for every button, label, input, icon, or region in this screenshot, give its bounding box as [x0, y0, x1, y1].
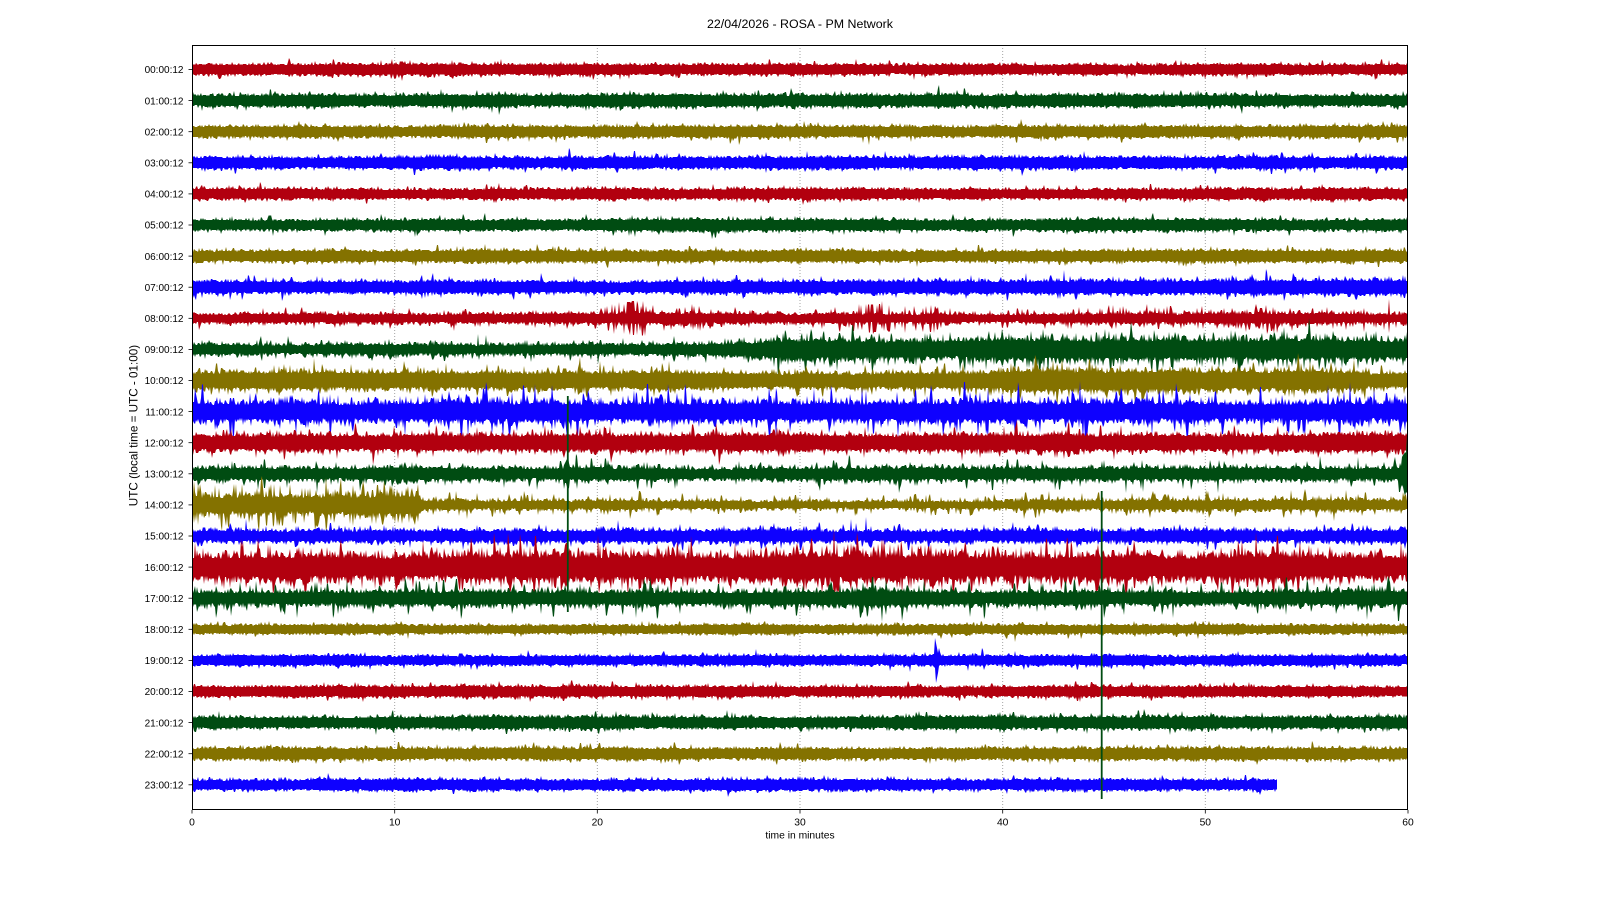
svg-text:01:00:12: 01:00:12 — [145, 96, 184, 107]
svg-text:0: 0 — [189, 818, 195, 829]
svg-text:20:00:12: 20:00:12 — [145, 687, 184, 698]
svg-text:04:00:12: 04:00:12 — [145, 190, 184, 201]
svg-text:11:00:12: 11:00:12 — [145, 407, 184, 418]
svg-text:50: 50 — [1200, 818, 1212, 829]
svg-text:12:00:12: 12:00:12 — [145, 438, 184, 449]
svg-text:13:00:12: 13:00:12 — [145, 470, 184, 481]
svg-text:16:00:12: 16:00:12 — [145, 563, 184, 574]
svg-text:30: 30 — [794, 818, 806, 829]
svg-text:10:00:12: 10:00:12 — [145, 376, 184, 387]
svg-text:03:00:12: 03:00:12 — [145, 159, 184, 170]
svg-text:60: 60 — [1402, 818, 1414, 829]
svg-text:22/04/2026 - ROSA - PM Network: 22/04/2026 - ROSA - PM Network — [707, 17, 894, 31]
svg-text:15:00:12: 15:00:12 — [145, 532, 184, 543]
svg-text:06:00:12: 06:00:12 — [145, 252, 184, 263]
svg-text:08:00:12: 08:00:12 — [145, 314, 184, 325]
svg-text:09:00:12: 09:00:12 — [145, 345, 184, 356]
svg-text:07:00:12: 07:00:12 — [145, 283, 184, 294]
svg-text:UTC (local time = UTC - 01:00): UTC (local time = UTC - 01:00) — [128, 345, 141, 506]
svg-text:20: 20 — [592, 818, 604, 829]
svg-text:05:00:12: 05:00:12 — [145, 221, 184, 232]
svg-text:18:00:12: 18:00:12 — [145, 625, 184, 636]
svg-text:22:00:12: 22:00:12 — [145, 749, 184, 760]
svg-text:19:00:12: 19:00:12 — [145, 656, 184, 667]
svg-text:17:00:12: 17:00:12 — [145, 594, 184, 605]
svg-text:10: 10 — [389, 818, 401, 829]
svg-text:00:00:12: 00:00:12 — [145, 65, 184, 76]
svg-text:time in minutes: time in minutes — [765, 831, 834, 842]
svg-text:21:00:12: 21:00:12 — [145, 718, 184, 729]
svg-text:02:00:12: 02:00:12 — [145, 127, 184, 138]
svg-text:23:00:12: 23:00:12 — [145, 781, 184, 792]
svg-text:14:00:12: 14:00:12 — [145, 501, 184, 512]
svg-text:40: 40 — [997, 818, 1009, 829]
